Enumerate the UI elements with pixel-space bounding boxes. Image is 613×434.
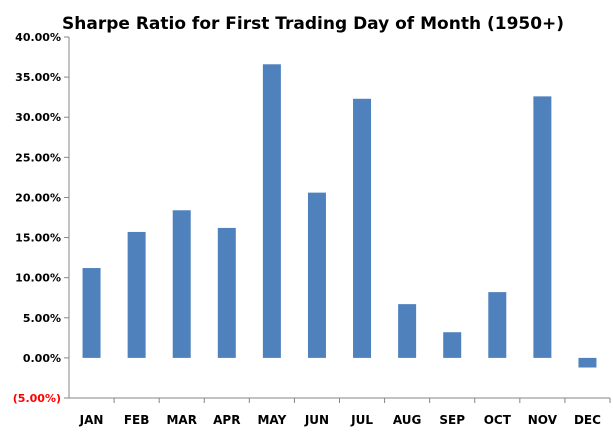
bar-jan: [82, 268, 101, 358]
bar-feb: [127, 231, 146, 358]
x-tick-label: MAY: [257, 413, 286, 427]
x-tick-label: OCT: [484, 413, 512, 427]
bar-mar: [172, 210, 191, 358]
y-tick-label: (5.00%): [13, 392, 61, 405]
y-tick-label: 20.00%: [15, 191, 61, 204]
bar-oct: [488, 292, 507, 358]
bar-nov: [533, 96, 552, 358]
y-tick-label: 0.00%: [23, 352, 61, 365]
y-tick-label: 25.00%: [15, 151, 61, 164]
x-tick-label: APR: [213, 413, 240, 427]
x-tick-label: JUL: [350, 413, 373, 427]
y-tick-label: 15.00%: [15, 232, 61, 245]
bar-sep: [443, 332, 462, 358]
y-tick-label: 35.00%: [15, 71, 61, 84]
bar-jun: [307, 192, 326, 358]
y-tick-label: 30.00%: [15, 111, 61, 124]
x-tick-label: JAN: [79, 413, 104, 427]
x-tick-label: SEP: [439, 413, 465, 427]
x-tick-label: JUN: [304, 413, 329, 427]
x-tick-label: MAR: [166, 413, 196, 427]
x-tick-label: AUG: [393, 413, 422, 427]
y-tick-label: 5.00%: [23, 312, 61, 325]
y-tick-label: 10.00%: [15, 272, 61, 285]
bar-may: [262, 64, 281, 358]
bar-aug: [398, 304, 417, 358]
x-tick-label: NOV: [528, 413, 558, 427]
bar-dec: [578, 357, 597, 368]
bar-apr: [217, 227, 236, 358]
x-tick-label: DEC: [574, 413, 601, 427]
chart-title: Sharpe Ratio for First Trading Day of Mo…: [62, 14, 565, 34]
x-tick-label: FEB: [124, 413, 150, 427]
y-tick-label: 40.00%: [15, 31, 61, 44]
bar-jul: [353, 98, 372, 358]
